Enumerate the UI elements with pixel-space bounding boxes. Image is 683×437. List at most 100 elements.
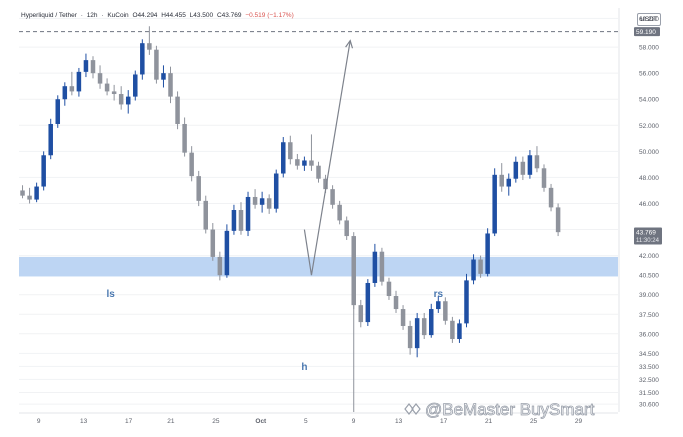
time-tick-label: 9 <box>37 418 41 425</box>
candle-body[interactable] <box>147 43 152 50</box>
candle-body[interactable] <box>386 281 392 297</box>
candle-body[interactable] <box>351 236 356 306</box>
price-tick-label: 42.000 <box>639 253 659 260</box>
candle-body[interactable] <box>125 96 131 105</box>
candle-body[interactable] <box>464 280 469 324</box>
candle-body[interactable] <box>83 60 89 72</box>
candle-body[interactable] <box>407 325 413 349</box>
interval-label[interactable]: 12h <box>86 12 98 19</box>
candle-body[interactable] <box>506 178 512 187</box>
candle-body[interactable] <box>140 43 145 75</box>
candle-body[interactable] <box>478 259 483 274</box>
price-tick-label: 52.000 <box>639 123 659 130</box>
candle-body[interactable] <box>365 282 371 323</box>
candle-body[interactable] <box>97 73 103 84</box>
symbol-legend: Hyperliquid / Tether · 12h · KuCoin O44.… <box>21 12 294 19</box>
candle-body[interactable] <box>182 123 187 153</box>
candle-body[interactable] <box>104 83 110 92</box>
candle-body[interactable] <box>133 74 138 97</box>
time-tick-label: 17 <box>440 418 448 425</box>
candle-body[interactable] <box>34 186 39 200</box>
candle-body[interactable] <box>210 229 216 257</box>
candle-body[interactable] <box>485 233 490 274</box>
pattern-label-h: h <box>301 362 307 373</box>
candle-body[interactable] <box>175 96 180 124</box>
candle-body[interactable] <box>555 207 561 233</box>
candle-body[interactable] <box>344 220 349 237</box>
candle-body[interactable] <box>288 142 293 160</box>
candle-body[interactable] <box>372 251 378 283</box>
candle-body[interactable] <box>323 178 328 190</box>
candle-body[interactable] <box>302 160 307 166</box>
candle-body[interactable] <box>428 309 434 336</box>
candle-body[interactable] <box>471 259 476 281</box>
candle-body[interactable] <box>281 142 286 174</box>
candle-body[interactable] <box>309 160 314 166</box>
candle-body[interactable] <box>492 174 497 234</box>
candle-body[interactable] <box>273 173 279 209</box>
candle-body[interactable] <box>168 73 173 97</box>
candle-body[interactable] <box>196 176 201 201</box>
candle-body[interactable] <box>534 155 540 169</box>
candle-body[interactable] <box>203 200 209 230</box>
candle-body[interactable] <box>55 99 61 124</box>
candle-body[interactable] <box>231 210 237 231</box>
candle-body[interactable] <box>414 318 420 349</box>
candle-body[interactable] <box>48 123 53 156</box>
candle-body[interactable] <box>330 189 335 205</box>
candle-body[interactable] <box>421 318 427 336</box>
candle-body[interactable] <box>548 187 554 208</box>
candle-body[interactable] <box>224 230 230 276</box>
candle-body[interactable] <box>520 161 526 175</box>
candle-body[interactable] <box>379 251 385 282</box>
candle-body[interactable] <box>450 320 455 340</box>
pattern-label-ls: ls <box>106 289 115 300</box>
candle-body[interactable] <box>69 86 75 92</box>
candle-body[interactable] <box>27 195 32 200</box>
time-tick-label: 25 <box>212 418 220 425</box>
candle-body[interactable] <box>541 168 547 188</box>
time-tick-label: 13 <box>80 418 88 425</box>
candle-body[interactable] <box>358 305 364 323</box>
candle-body[interactable] <box>20 190 25 196</box>
candle-body[interactable] <box>259 198 265 205</box>
candle-body[interactable] <box>295 159 300 166</box>
candle-body[interactable] <box>238 210 244 231</box>
candle-body[interactable] <box>337 204 342 221</box>
candle-body[interactable] <box>90 60 96 74</box>
candle-body[interactable] <box>245 196 251 231</box>
candle-body[interactable] <box>111 91 117 95</box>
quote-currency-badge[interactable]: USDT <box>637 13 661 26</box>
candle-body[interactable] <box>266 198 272 209</box>
candle-body[interactable] <box>189 152 194 177</box>
projection-arrow-head <box>345 39 354 49</box>
time-tick-label: 13 <box>395 418 403 425</box>
candle-body[interactable] <box>154 49 159 80</box>
price-tick-label: 31.500 <box>639 390 659 397</box>
candle-body[interactable] <box>393 296 399 310</box>
candle-body[interactable] <box>252 196 258 205</box>
time-tick-label: 17 <box>125 418 133 425</box>
candle-body[interactable] <box>499 174 504 187</box>
price-tick-label: 32.500 <box>639 377 659 384</box>
candle-body[interactable] <box>62 86 68 100</box>
candle-body[interactable] <box>527 155 533 175</box>
candle-body[interactable] <box>436 301 441 310</box>
candle-body[interactable] <box>217 256 223 276</box>
candle-body[interactable] <box>76 71 82 92</box>
candle-body[interactable] <box>41 155 46 187</box>
candle-body[interactable] <box>400 309 406 326</box>
current-price-label: 43.769 <box>636 230 656 237</box>
candle-body[interactable] <box>161 73 166 80</box>
change-value: −0.519 (−1.17%) <box>245 12 294 19</box>
candle-body[interactable] <box>513 161 519 179</box>
price-tick-label: 50.000 <box>639 149 659 156</box>
candle-body[interactable] <box>118 94 124 105</box>
symbol-name[interactable]: Hyperliquid / Tether <box>21 12 77 19</box>
candle-body[interactable] <box>316 165 321 179</box>
candle-body[interactable] <box>457 323 462 340</box>
time-tick-label: 21 <box>485 418 493 425</box>
candle-body[interactable] <box>443 301 448 321</box>
